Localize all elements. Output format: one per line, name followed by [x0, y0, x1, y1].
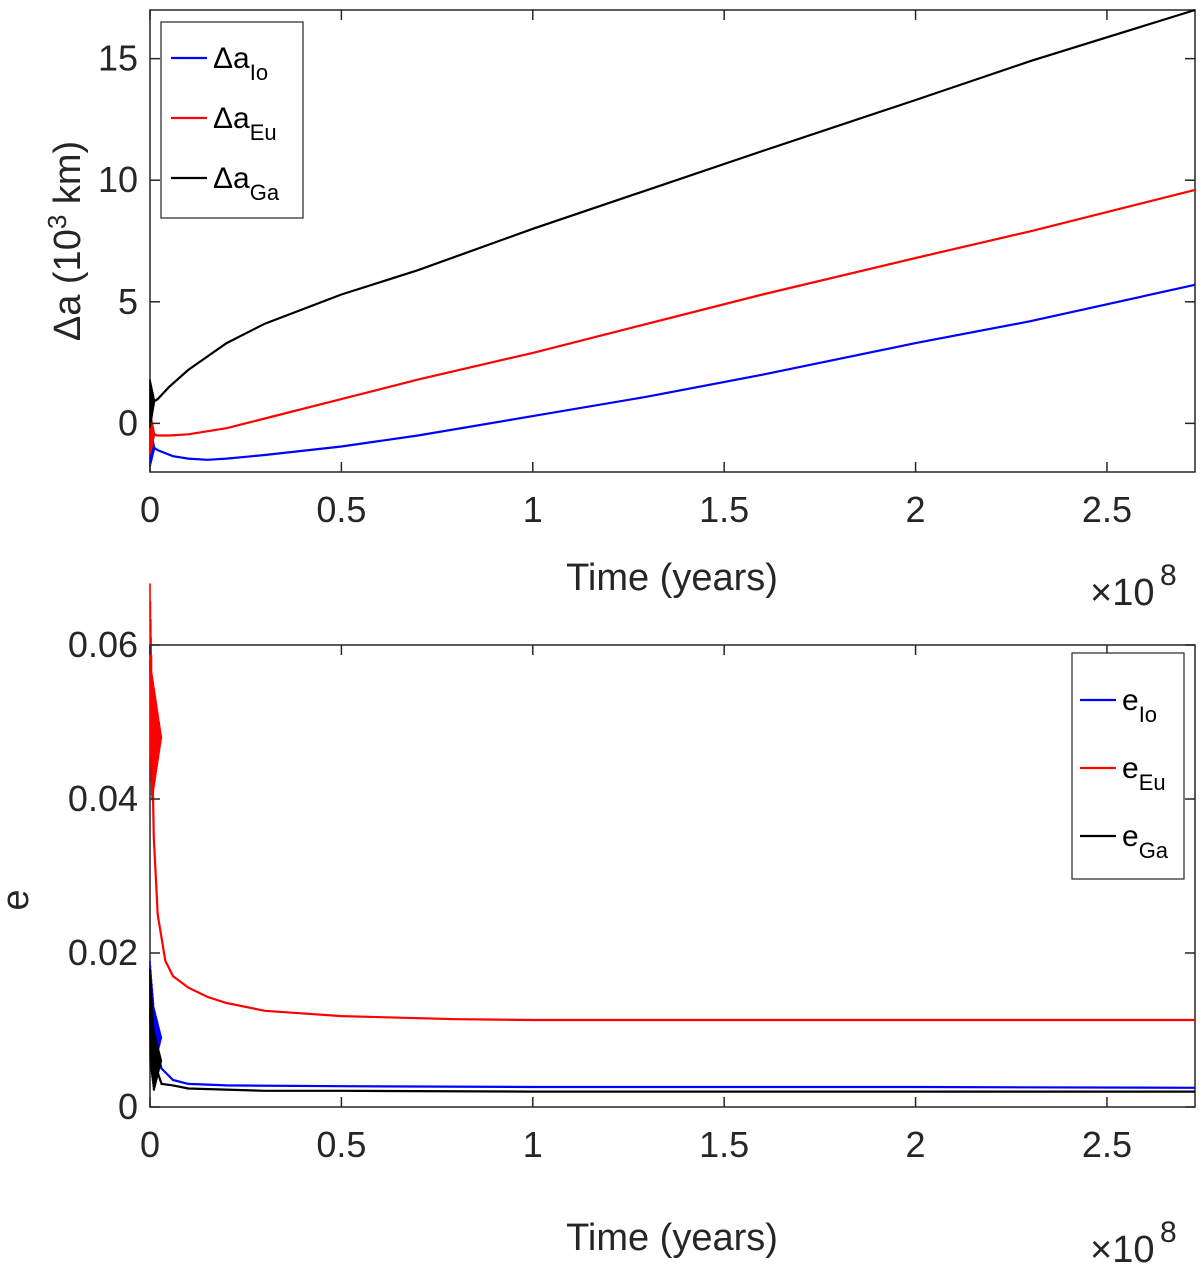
- legend-box: [1071, 652, 1185, 880]
- legend-box: [160, 21, 304, 219]
- x-multiplier: ×10 8: [1090, 559, 1177, 614]
- series-line-io: [149, 283, 1196, 461]
- plot-area: [149, 644, 1196, 1108]
- y-axis-label-tail: km): [47, 141, 89, 215]
- y-ticks: 0 0.02 0.04 0.06: [68, 624, 1195, 1127]
- x-tick-label: 2: [906, 1124, 926, 1165]
- x-axis-label: Time (years): [566, 557, 778, 599]
- x-multiplier-exp: 8: [1160, 559, 1177, 592]
- legend-label: eIo: [1122, 684, 1157, 727]
- y-axis-label-exp: 3: [42, 215, 72, 229]
- legend-label-main: Δa: [213, 42, 250, 75]
- y-tick-label: 0.02: [68, 932, 138, 973]
- y-ticks: 0 5 10 15: [98, 38, 1195, 443]
- y-tick-label: 5: [118, 281, 138, 322]
- legend-label-main: e: [1122, 752, 1139, 785]
- x-tick-label: 1: [523, 1124, 543, 1165]
- y-tick-label: 0: [118, 1086, 138, 1127]
- legend-label-sub: Ga: [1139, 838, 1169, 863]
- legend-label: eEu: [1122, 752, 1166, 795]
- y-axis-label: e: [0, 889, 37, 910]
- series-burst-io: [149, 960, 163, 1068]
- y-tick-label: 15: [98, 38, 138, 79]
- legend-label-main: Δa: [213, 162, 250, 195]
- series-line-eu: [149, 188, 1196, 437]
- series-burst-ga: [149, 968, 163, 1091]
- y-tick-label: 0: [118, 402, 138, 443]
- series-group: [149, 8, 1196, 467]
- legend-label: ΔaGa: [213, 162, 280, 205]
- legend-label: ΔaIo: [213, 42, 268, 85]
- x-tick-label: 0: [140, 489, 160, 530]
- y-tick-label: 0.06: [68, 624, 138, 665]
- x-ticks: 0 0.5 1 1.5 2 2.5: [140, 10, 1132, 530]
- legend-label-main: e: [1122, 820, 1139, 853]
- legend-label-sub: Io: [1139, 702, 1157, 727]
- legend-label-sub: Eu: [250, 120, 277, 145]
- series-line-ga: [149, 8, 1196, 405]
- x-tick-label: 2.5: [1082, 1124, 1132, 1165]
- x-tick-label: 0.5: [316, 489, 366, 530]
- y-tick-label: 10: [98, 159, 138, 200]
- series-line-ga: [148, 1014, 1195, 1093]
- legend-label-sub: Eu: [1139, 770, 1166, 795]
- x-tick-label: 0.5: [316, 1124, 366, 1165]
- series-burst-eu: [149, 583, 163, 801]
- x-multiplier-text: ×10: [1090, 1229, 1154, 1270]
- series-burst-ga: [149, 379, 156, 428]
- x-multiplier: ×10 8: [1090, 1216, 1177, 1270]
- x-multiplier-exp: 8: [1160, 1216, 1177, 1249]
- x-axis-label: Time (years): [566, 1217, 778, 1259]
- x-tick-label: 2.5: [1082, 489, 1132, 530]
- series-group: [148, 583, 1196, 1093]
- x-tick-label: 1: [523, 489, 543, 530]
- legend-label-main: e: [1122, 684, 1139, 717]
- y-axis-label-main: Δa (10: [47, 229, 89, 341]
- x-tick-label: 2: [906, 489, 926, 530]
- chart-eccentricity: 0 0.5 1 1.5 2 2.5 00.020.040.06 Time (years) …: [0, 583, 1196, 1270]
- x-multiplier-text: ×10: [1090, 572, 1154, 614]
- x-tick-label: 1.5: [699, 1124, 749, 1165]
- y-axis-label: Δa (103 km): [42, 141, 89, 341]
- y-tick-label: 0.04: [68, 778, 138, 819]
- x-tick-label: 1.5: [699, 489, 749, 530]
- legend-label-sub: Ga: [250, 180, 280, 205]
- legend-label-main: Δa: [213, 102, 250, 135]
- legend-label-sub: Io: [250, 60, 268, 85]
- x-ticks: 0 0.5 1 1.5 2 2.5: [140, 645, 1132, 1165]
- legend-label: eGa: [1122, 820, 1169, 863]
- chart-delta-a: 0 0.5 1 1.5 2 2.5 0 5 10 15 Time (years) ×10 8 Δ…: [42, 8, 1196, 614]
- x-tick-label: 0: [140, 1124, 160, 1165]
- plot-area: [149, 9, 1196, 473]
- series-line-eu: [148, 660, 1195, 1022]
- legend-label: ΔaEu: [213, 102, 277, 145]
